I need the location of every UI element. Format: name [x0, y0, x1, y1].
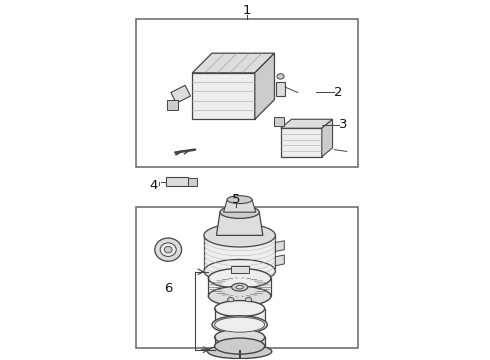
Polygon shape — [167, 100, 178, 111]
Ellipse shape — [215, 329, 265, 345]
Text: 5: 5 — [232, 193, 240, 206]
Ellipse shape — [245, 297, 252, 302]
Ellipse shape — [204, 224, 275, 247]
Ellipse shape — [164, 247, 172, 253]
Polygon shape — [275, 255, 284, 266]
Ellipse shape — [160, 243, 176, 256]
Text: 4: 4 — [150, 179, 158, 192]
Text: 3: 3 — [339, 118, 347, 131]
Ellipse shape — [155, 238, 182, 261]
Bar — [208, 278, 271, 296]
Ellipse shape — [227, 196, 252, 203]
Ellipse shape — [227, 297, 234, 302]
Polygon shape — [275, 241, 284, 251]
Polygon shape — [255, 53, 274, 119]
Polygon shape — [192, 73, 255, 119]
Ellipse shape — [232, 283, 247, 291]
Bar — [136, 19, 358, 167]
Polygon shape — [281, 119, 333, 128]
Text: 1: 1 — [243, 4, 251, 17]
Text: 2: 2 — [334, 86, 342, 99]
Ellipse shape — [215, 338, 265, 354]
Text: 6: 6 — [164, 283, 172, 296]
Ellipse shape — [207, 344, 272, 359]
Ellipse shape — [236, 285, 243, 289]
Bar — [215, 309, 265, 325]
Polygon shape — [281, 128, 322, 157]
Polygon shape — [276, 82, 285, 96]
Ellipse shape — [220, 206, 259, 219]
Polygon shape — [188, 178, 197, 186]
Bar — [215, 337, 265, 346]
Polygon shape — [273, 117, 284, 126]
Polygon shape — [171, 85, 191, 103]
Bar — [231, 266, 248, 273]
Ellipse shape — [215, 301, 265, 317]
Polygon shape — [192, 53, 274, 73]
Ellipse shape — [208, 286, 271, 306]
Ellipse shape — [212, 316, 268, 334]
Bar — [204, 235, 275, 271]
Ellipse shape — [277, 74, 284, 79]
Bar — [136, 207, 358, 348]
Ellipse shape — [215, 317, 265, 332]
Ellipse shape — [208, 269, 271, 288]
Polygon shape — [223, 200, 256, 212]
Polygon shape — [217, 212, 263, 235]
Polygon shape — [322, 119, 333, 157]
Polygon shape — [167, 177, 188, 186]
Ellipse shape — [204, 260, 275, 283]
